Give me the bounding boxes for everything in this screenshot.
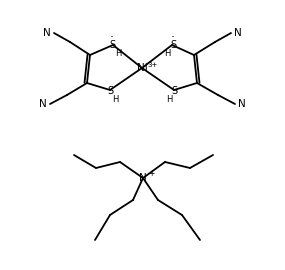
Text: H: H — [115, 49, 121, 58]
Text: H: H — [166, 94, 172, 103]
Text: N: N — [234, 28, 242, 38]
Text: S: S — [170, 40, 176, 50]
Text: S: S — [109, 40, 115, 50]
Text: N: N — [238, 99, 246, 109]
Text: ·: · — [171, 32, 175, 45]
Text: 3+: 3+ — [148, 62, 158, 68]
Text: N: N — [139, 173, 147, 183]
Text: H: H — [164, 49, 170, 58]
Text: ·: · — [110, 32, 114, 45]
Text: S: S — [171, 86, 177, 96]
Text: Ni: Ni — [137, 63, 147, 73]
Text: S: S — [107, 86, 113, 96]
Text: H: H — [112, 94, 118, 103]
Text: +: + — [148, 170, 154, 178]
Text: N: N — [43, 28, 51, 38]
Text: N: N — [39, 99, 47, 109]
